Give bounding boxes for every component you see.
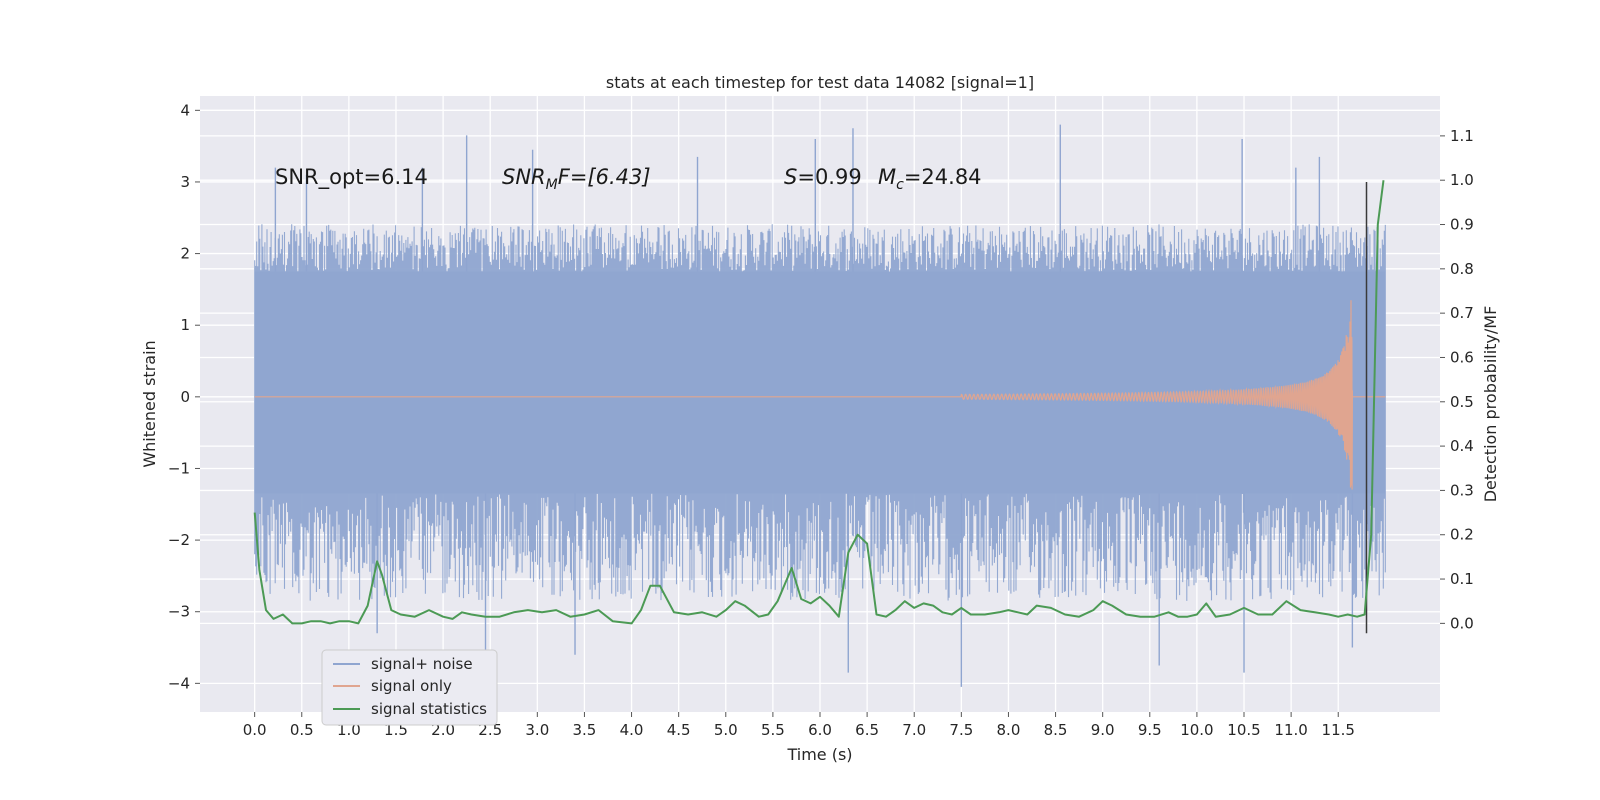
x-tick-label-0: 0.0 bbox=[243, 721, 267, 739]
annotation-s-label: S bbox=[784, 165, 797, 189]
y2-tick-label-8: 0.3 bbox=[1450, 481, 1474, 499]
y-tick-label-1: 3 bbox=[180, 173, 190, 191]
noise-trace bbox=[254, 224, 1386, 601]
x-tick-label-20: 10.0 bbox=[1180, 721, 1213, 739]
legend-label-stats: signal statistics bbox=[371, 700, 487, 718]
stats-line bbox=[253, 180, 1385, 625]
x-tick-label-14: 7.0 bbox=[902, 721, 926, 739]
x-tick-label-17: 8.5 bbox=[1044, 721, 1068, 739]
x-tick-label-11: 5.5 bbox=[761, 721, 785, 739]
annotation-mc-main: M bbox=[878, 165, 896, 189]
signal-statistics-series bbox=[253, 180, 1385, 625]
legend-label-signal: signal only bbox=[371, 677, 452, 695]
annotation-mc-value: =24.84 bbox=[904, 165, 982, 189]
x-tick-label-15: 7.5 bbox=[949, 721, 973, 739]
annotation-s: S=0.99 bbox=[784, 165, 862, 189]
x-tick-label-8: 4.0 bbox=[620, 721, 644, 739]
y-axis-label: Whitened strain bbox=[140, 340, 159, 467]
y-tick-label-6: −2 bbox=[168, 531, 190, 549]
y-tick-label-7: −3 bbox=[168, 603, 190, 621]
y2-tick-label-5: 0.6 bbox=[1450, 348, 1474, 366]
x-tick-label-1: 0.5 bbox=[290, 721, 314, 739]
x-tick-label-19: 9.5 bbox=[1138, 721, 1162, 739]
legend-label-noise: signal+ noise bbox=[371, 655, 473, 673]
x-tick-label-16: 8.0 bbox=[997, 721, 1021, 739]
signal-noise-series bbox=[254, 124, 1386, 687]
x-tick-label-23: 11.5 bbox=[1322, 721, 1355, 739]
legend-box bbox=[321, 649, 498, 726]
signal-trace bbox=[254, 300, 1386, 490]
annotation-snr-mf-sub: M bbox=[546, 177, 558, 193]
y2-tick-label-6: 0.5 bbox=[1450, 393, 1474, 411]
y2-tick-label-7: 0.4 bbox=[1450, 437, 1474, 455]
x-tick-label-10: 5.0 bbox=[714, 721, 738, 739]
x-axis-label: Time (s) bbox=[786, 745, 852, 764]
annotation-snr-opt: SNR_opt=6.14 bbox=[275, 165, 428, 190]
y2-tick-label-1: 1.0 bbox=[1450, 171, 1474, 189]
y2-tick-label-9: 0.2 bbox=[1450, 526, 1474, 544]
x-tick-label-7: 3.5 bbox=[573, 721, 597, 739]
chart-title: stats at each timestep for test data 140… bbox=[606, 73, 1034, 92]
annotation-snr-mf-main: SNR bbox=[502, 165, 546, 189]
y-tick-label-2: 2 bbox=[180, 245, 190, 263]
y-tick-label-8: −4 bbox=[168, 674, 190, 692]
x-tick-label-9: 4.5 bbox=[667, 721, 691, 739]
y2-tick-label-3: 0.8 bbox=[1450, 260, 1474, 278]
y2-tick-label-0: 1.1 bbox=[1450, 127, 1474, 145]
annotation-snr-mf-rest: F=[6.43] bbox=[558, 165, 651, 189]
annotation-mc-sub: c bbox=[896, 177, 904, 193]
annotation-snr-mf: SNRMF=[6.43] bbox=[502, 165, 651, 193]
x-tick-label-12: 6.0 bbox=[808, 721, 832, 739]
x-tick-label-6: 3.0 bbox=[525, 721, 549, 739]
annotation-s-value: =0.99 bbox=[797, 165, 861, 189]
y2-tick-label-10: 0.1 bbox=[1450, 570, 1474, 588]
y2-tick-label-2: 0.9 bbox=[1450, 216, 1474, 234]
signal-only-series bbox=[254, 300, 1386, 490]
y-tick-label-5: −1 bbox=[168, 459, 190, 477]
x-tick-label-18: 9.0 bbox=[1091, 721, 1115, 739]
y-tick-label-4: 0 bbox=[180, 388, 190, 406]
x-tick-label-22: 11.0 bbox=[1274, 721, 1307, 739]
legend: signal+ noise signal only signal statist… bbox=[321, 649, 498, 726]
y2-tick-label-4: 0.7 bbox=[1450, 304, 1474, 322]
y-tick-label-3: 1 bbox=[180, 316, 190, 334]
x-tick-label-21: 10.5 bbox=[1227, 721, 1260, 739]
y2-tick-label-11: 0.0 bbox=[1450, 614, 1474, 632]
y2-axis-label: Detection probability/MF bbox=[1481, 306, 1500, 503]
y-tick-label-0: 4 bbox=[180, 101, 190, 119]
x-tick-label-13: 6.5 bbox=[855, 721, 879, 739]
annotation-mc: Mc=24.84 bbox=[878, 165, 982, 193]
